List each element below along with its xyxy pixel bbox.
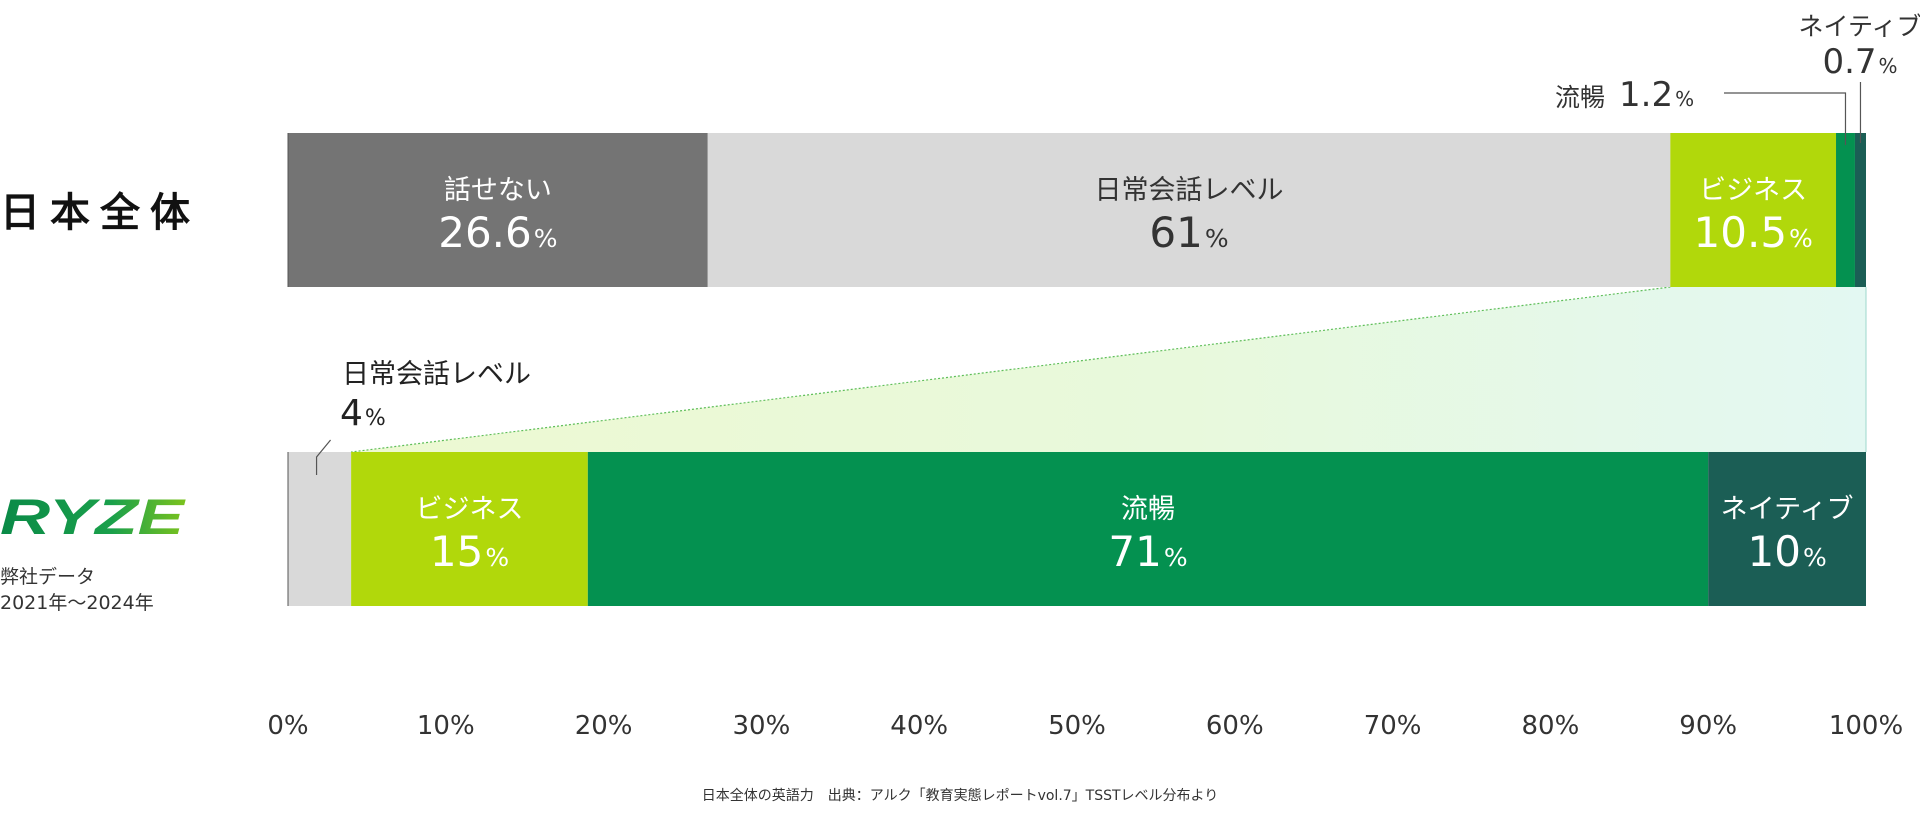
company-data-period: 2021年〜2024年 [0,592,154,614]
x-tick-label: 30% [733,711,791,741]
callout-daily-name: 日常会話レベル [342,359,531,390]
x-tick-label: 50% [1048,711,1106,741]
row-label-japan: 日本全体 [0,190,200,236]
x-tick-label: 100% [1829,711,1903,741]
segment-value-row2-2: 15% [430,527,509,576]
source-note: 日本全体の英語力 出典：アルク「教育実態レポートvol.7」TSSTレベル分布よ… [701,788,1219,804]
segment-name-row1-2: 日常会話レベル [1095,175,1284,206]
segment-value-row1-2: 61% [1149,208,1228,257]
ryze-logo: RYZE [0,496,186,540]
callout-fluent-label: 流暢 1.2% [1555,75,1694,115]
segment-name-row2-3: 流暢 [1121,494,1175,525]
callout-daily-leader [315,439,332,475]
x-tick-label: 90% [1679,711,1737,741]
segment-name-row1-1: 話せない [444,175,552,206]
segment-value-row1-3: 10.5% [1694,208,1813,257]
callout-native-name: ネイティブ [1798,12,1920,41]
callout-native-value: 0.7% [1822,42,1897,82]
segment-name-row2-2: ビジネス [415,494,523,525]
x-tick-label: 60% [1206,711,1264,741]
x-tick-label: 0% [267,711,308,741]
segment-labels: 話せない26.6%日常会話レベル61%ビジネス10.5%ビジネス15%流暢71%… [415,175,1853,576]
bar-row1-1 [288,133,708,287]
svg-text:RYZE: RYZE [0,496,186,540]
connector-fill [351,287,1866,452]
segment-name-row1-3: ビジネス [1699,175,1807,206]
connector-line [351,286,1671,453]
bar-row1-3 [1670,133,1837,287]
bar-row2-1 [288,452,352,606]
bar-row1-5 [1854,133,1866,287]
bars [287,133,1866,606]
segment-value-row2-4: 10% [1747,527,1826,576]
x-tick-label: 20% [575,711,633,741]
segment-name-row2-4: ネイティブ [1721,494,1854,525]
x-tick-label: 80% [1522,711,1580,741]
segment-value-row2-3: 71% [1108,527,1187,576]
bar-row1-4 [1836,133,1855,287]
bar-row2-3 [587,452,1709,606]
segment-value-row1-1: 26.6% [438,208,557,257]
comparison-connector [351,286,1867,453]
callout-fluent-leader [1724,92,1847,145]
x-axis: 0% 10% 20% 30% 40% 50% 60% 70% 80% 90% 100% [267,711,1903,741]
x-tick-label: 70% [1364,711,1422,741]
x-tick-label: 10% [417,711,475,741]
bar-row2-2 [351,452,588,606]
bar-row2-4 [1708,452,1866,606]
x-tick-label: 40% [890,711,948,741]
company-data-label: 弊社データ [0,566,96,588]
callout-daily-value: 4% [340,393,386,434]
bar-row1-2 [707,133,1671,287]
